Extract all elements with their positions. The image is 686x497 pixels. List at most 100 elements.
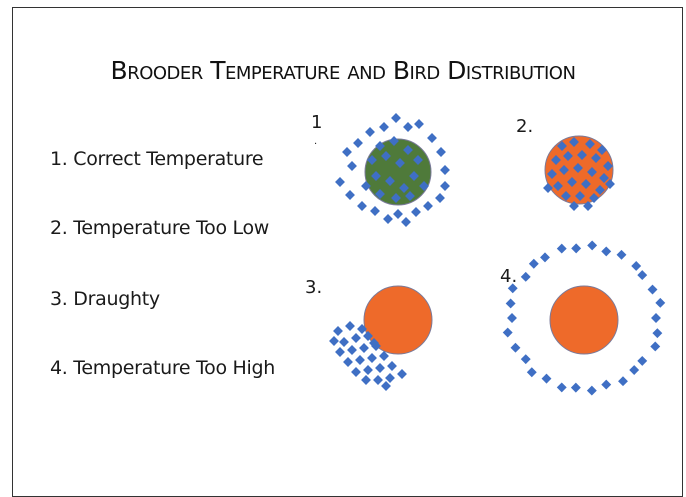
- bird-marker: [507, 313, 517, 323]
- bird-marker: [423, 201, 433, 211]
- bird-marker: [567, 177, 577, 187]
- bird-marker: [405, 191, 415, 201]
- bird-marker: [413, 155, 423, 165]
- bird-marker: [559, 165, 569, 175]
- bird-marker: [591, 153, 601, 163]
- bird-marker: [375, 363, 385, 373]
- bird-marker: [342, 147, 352, 157]
- bird-marker: [585, 139, 595, 149]
- bird-marker: [631, 261, 642, 271]
- bird-marker: [427, 133, 437, 143]
- bird-marker: [363, 331, 373, 341]
- bird-marker: [397, 369, 407, 379]
- bird-marker: [375, 189, 385, 199]
- panel-1-correct-temperature: [335, 113, 450, 227]
- bird-marker: [570, 382, 581, 393]
- bird-marker: [528, 258, 539, 269]
- bird-marker: [361, 181, 371, 191]
- panel-3-number: 3.: [305, 277, 323, 298]
- bird-marker: [335, 347, 345, 357]
- bird-marker: [403, 145, 413, 155]
- bird-marker: [347, 345, 357, 355]
- bird-marker: [637, 270, 648, 281]
- bird-marker: [520, 271, 531, 282]
- panel-1-number: 1: [311, 112, 323, 133]
- bird-marker: [629, 365, 640, 375]
- bird-marker: [651, 313, 661, 323]
- bird-marker: [597, 145, 607, 155]
- bird-marker: [526, 367, 537, 378]
- bird-marker: [557, 141, 567, 151]
- legend-item-correct: 1. Correct Temperature: [50, 148, 264, 170]
- panel-4-number: 4.: [500, 266, 518, 287]
- bird-marker: [345, 321, 355, 331]
- bird-marker: [652, 328, 663, 339]
- bird-marker: [385, 176, 395, 186]
- bird-marker: [520, 354, 531, 365]
- bird-marker: [556, 243, 567, 254]
- bird-marker: [381, 381, 391, 391]
- bird-marker: [556, 382, 567, 393]
- bird-marker: [385, 373, 395, 383]
- legend-item-too-low: 2. Temperature Too Low: [50, 217, 270, 239]
- bird-marker: [411, 207, 421, 217]
- legend-item-draughty: 3. Draughty: [50, 288, 160, 310]
- bird-marker: [569, 201, 579, 211]
- panel-3-draughty: [329, 285, 433, 391]
- bird-marker: [355, 355, 365, 365]
- bird-marker: [436, 147, 446, 157]
- bird-marker: [605, 179, 615, 189]
- bird-marker: [414, 119, 424, 129]
- legend-item-too-high: 4. Temperature Too High: [50, 357, 275, 379]
- bird-marker: [586, 385, 597, 396]
- bird-marker: [391, 193, 401, 203]
- bird-marker: [357, 201, 367, 211]
- bird-marker: [583, 201, 593, 211]
- bird-marker: [435, 193, 445, 203]
- bird-marker: [647, 284, 658, 295]
- bird-marker: [409, 171, 419, 181]
- panel-2-number: 2.: [516, 116, 534, 137]
- bird-marker: [333, 326, 343, 336]
- brooder-1-heat-zone: [364, 138, 432, 206]
- page-title: Brooder Temperature and Bird Distributio…: [110, 56, 576, 85]
- bird-marker: [440, 165, 450, 175]
- bird-marker: [547, 169, 557, 179]
- bird-marker: [367, 155, 377, 165]
- panel-2-too-low: [543, 135, 615, 211]
- bird-marker: [650, 341, 661, 352]
- bird-marker: [361, 375, 371, 385]
- bird-marker: [369, 338, 379, 348]
- bird-marker: [541, 373, 552, 384]
- bird-marker: [505, 298, 516, 309]
- bird-marker: [363, 365, 373, 375]
- bird-marker: [329, 336, 339, 346]
- bird-marker: [587, 240, 598, 251]
- bird-marker: [403, 122, 413, 132]
- bird-marker: [401, 217, 411, 227]
- bird-marker: [395, 158, 405, 168]
- bird-marker: [599, 173, 609, 183]
- bird-marker: [357, 324, 367, 334]
- bird-marker: [563, 151, 573, 161]
- brooder-3-heat-zone: [363, 285, 433, 355]
- panel-4-too-high: [502, 240, 666, 396]
- bird-marker: [371, 171, 381, 181]
- slide-frame: [12, 7, 683, 497]
- bird-marker: [389, 136, 399, 146]
- bird-marker: [601, 246, 612, 257]
- panel-1-dot: .: [314, 136, 318, 147]
- bird-marker: [502, 327, 513, 338]
- bird-marker: [440, 181, 450, 191]
- bird-marker: [575, 191, 585, 201]
- bird-marker: [543, 183, 553, 193]
- bird-marker: [573, 163, 583, 173]
- bird-marker: [577, 150, 587, 160]
- bird-marker: [601, 379, 612, 390]
- bird-marker: [507, 283, 518, 294]
- bird-marker: [379, 122, 389, 132]
- bird-marker: [616, 249, 627, 260]
- bird-marker: [581, 179, 591, 189]
- bird-marker: [393, 209, 403, 219]
